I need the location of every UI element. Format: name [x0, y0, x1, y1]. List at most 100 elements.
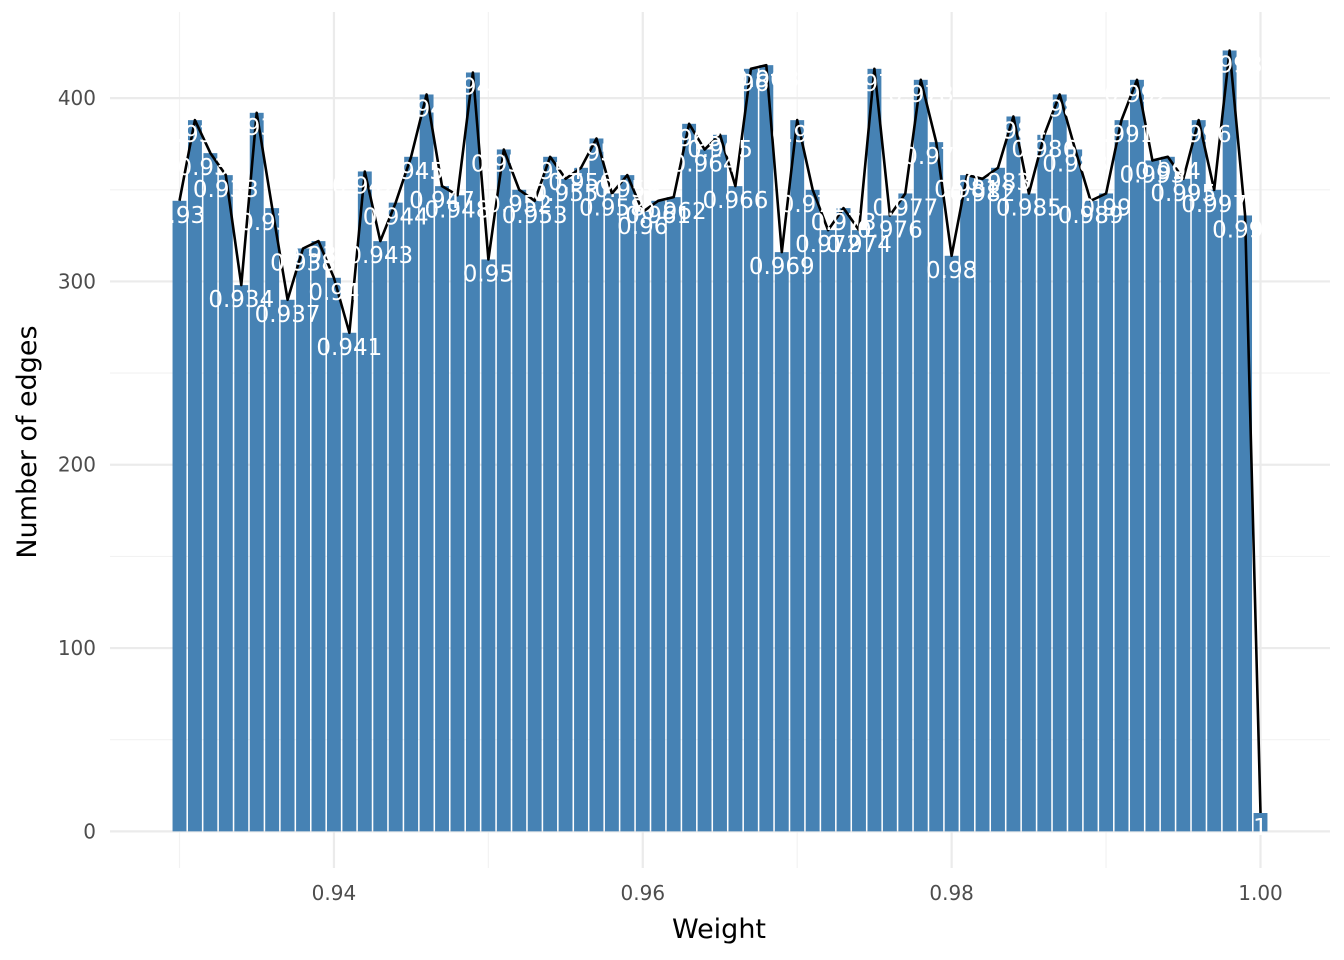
bar — [326, 277, 341, 832]
bar — [481, 259, 496, 832]
bar — [465, 72, 480, 832]
bar — [1222, 50, 1237, 832]
bar — [296, 248, 310, 832]
bar — [913, 79, 928, 832]
bar — [821, 230, 836, 832]
bar-value-label: 0.989 — [1058, 203, 1124, 229]
bar — [280, 299, 295, 832]
bar-value-label: 0.949 — [440, 74, 506, 100]
bar — [991, 167, 1005, 832]
bar — [728, 186, 743, 832]
bar-value-label: 0.971 — [780, 192, 846, 218]
bar-value-label: 0.996 — [1166, 122, 1232, 148]
bar — [1083, 200, 1098, 832]
bar-value-label: 0.933 — [193, 177, 259, 203]
bar-value-label: 0.956 — [548, 170, 614, 196]
bar — [388, 202, 403, 832]
bar — [759, 65, 774, 832]
bar-value-label: 0.981 — [934, 177, 1000, 203]
bar-value-label: 0.975 — [842, 71, 908, 97]
bar-value-label: 0.952 — [486, 192, 552, 218]
bar-value-label: 0.993 — [1119, 162, 1185, 188]
bar — [620, 175, 635, 832]
bar-value-label: 0.948 — [425, 197, 491, 223]
bar-value-label: 0.958 — [579, 195, 645, 221]
bar-value-label: 0.976 — [857, 217, 923, 243]
bar-value-label: 0.964 — [672, 151, 738, 177]
bar — [682, 123, 697, 832]
bar — [651, 200, 666, 832]
bar-value-label: 0.957 — [564, 140, 630, 166]
y-axis-title: Number of edges — [12, 325, 43, 558]
bar-value-label: 0.998 — [1197, 52, 1263, 78]
bar — [1099, 193, 1114, 832]
bar-labels: 0.930.9310.9320.9330.9340.9350.9360.9370… — [154, 52, 1278, 841]
bar-value-label: 0.99 — [1080, 195, 1131, 221]
bar — [1160, 156, 1175, 832]
bar — [357, 171, 372, 832]
bar-value-label: 0.984 — [980, 118, 1046, 144]
bar-value-label: 1 — [1253, 815, 1268, 841]
bar — [203, 153, 218, 832]
bar — [635, 211, 650, 832]
bar-value-label: 0.963 — [656, 126, 722, 152]
bar-value-label: 0.95 — [463, 261, 514, 287]
bar — [1037, 134, 1052, 832]
bar — [1253, 813, 1268, 832]
bar-value-label: 0.951 — [471, 151, 537, 177]
bar — [929, 142, 944, 832]
bar — [1145, 160, 1160, 832]
bar — [960, 175, 975, 832]
bar-value-label: 0.972 — [795, 232, 861, 258]
bar-value-label: 0.93 — [154, 203, 205, 229]
bar — [404, 156, 419, 832]
bar-value-label: 0.985 — [996, 195, 1062, 221]
bar — [234, 285, 249, 832]
bar-value-label: 0.97 — [772, 122, 823, 148]
bar-value-label: 0.982 — [950, 181, 1016, 207]
bar — [265, 208, 280, 832]
bar-value-label: 0.942 — [332, 173, 398, 199]
bar — [218, 175, 233, 832]
x-axis-ticks: 0.94 0.96 0.98 1.00 — [312, 881, 1283, 905]
bar-value-label: 0.992 — [1104, 82, 1170, 108]
bar — [1130, 79, 1144, 832]
bar-value-label: 0.936 — [239, 210, 305, 236]
bar-value-label: 0.943 — [347, 243, 413, 269]
bar-value-label: 0.941 — [316, 335, 382, 361]
bar-value-label: 0.937 — [255, 302, 321, 328]
bar-value-label: 0.938 — [270, 250, 336, 276]
bar — [836, 208, 851, 832]
bar-value-label: 0.944 — [363, 205, 429, 231]
bar — [1191, 120, 1206, 832]
bar — [852, 230, 866, 832]
bar-value-label: 0.983 — [965, 170, 1031, 196]
bar-value-label: 0.934 — [208, 287, 274, 313]
bar — [743, 68, 758, 832]
bar-value-label: 0.987 — [1027, 96, 1093, 122]
bar — [1207, 189, 1222, 832]
bar-value-label: 0.96 — [617, 214, 668, 240]
x-tick-label: 0.94 — [312, 881, 357, 905]
bar — [543, 156, 558, 832]
x-tick-label: 0.98 — [929, 881, 974, 905]
bar-value-label: 0.973 — [811, 210, 877, 236]
bar — [527, 200, 542, 832]
bar-value-label: 0.94 — [308, 280, 359, 306]
bar — [1176, 178, 1191, 832]
bar-value-label: 0.946 — [394, 96, 460, 122]
bar-value-label: 0.955 — [533, 181, 599, 207]
bar-value-label: 0.999 — [1212, 217, 1278, 243]
bar-value-label: 0.935 — [224, 115, 290, 141]
bar-value-label: 0.974 — [826, 232, 892, 258]
bar — [496, 149, 511, 832]
y-tick-label: 200 — [58, 453, 96, 477]
trend-line — [178, 49, 1262, 814]
bar-value-label: 0.967 — [718, 71, 784, 97]
bar — [944, 255, 959, 832]
bar-value-label: 0.98 — [926, 258, 977, 284]
bar-value-label: 0.969 — [749, 254, 815, 280]
bar — [697, 149, 712, 832]
bar — [1238, 215, 1253, 832]
